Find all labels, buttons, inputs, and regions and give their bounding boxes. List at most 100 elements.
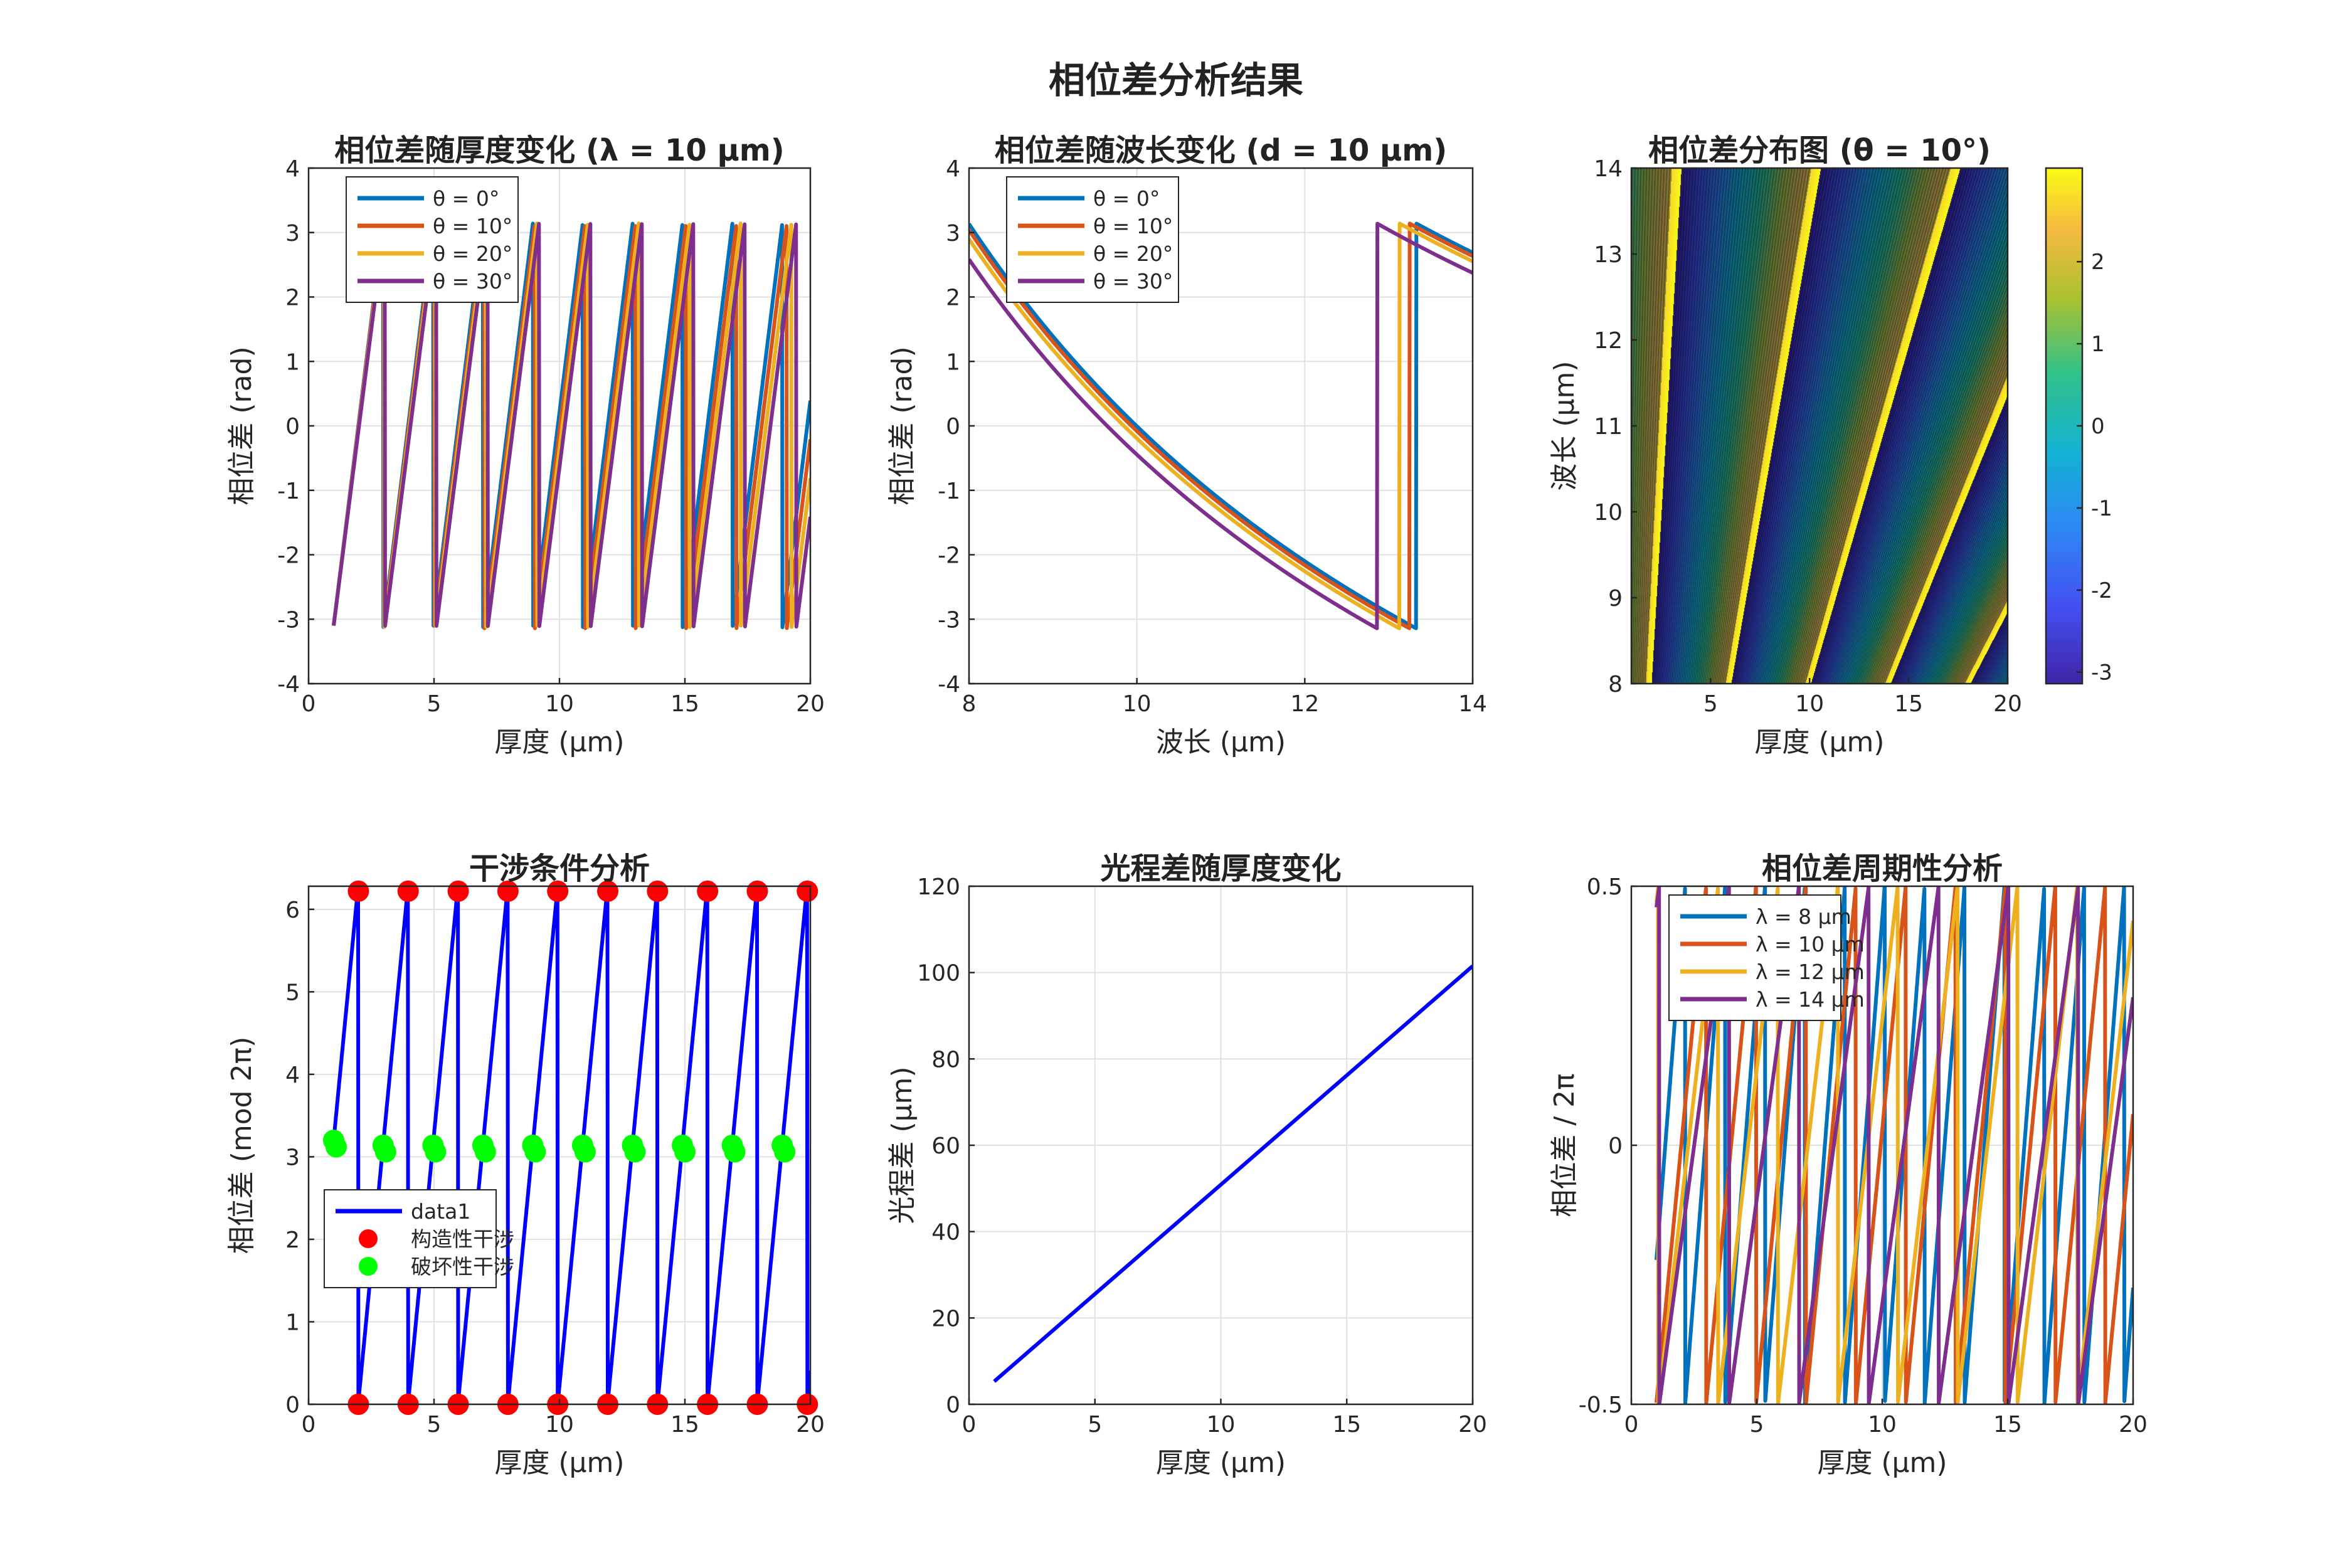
p1-xtick-label: 10: [545, 691, 574, 717]
p5-ytick-label: 40: [931, 1220, 960, 1246]
p3-xtick-label: 15: [1894, 691, 1923, 717]
p4-destructive: [323, 1130, 796, 1163]
p1-legend-label: θ = 20°: [433, 241, 512, 266]
p3-title: 相位差分布图 (θ = 10°): [1648, 133, 1991, 168]
p6-xtick-label: 20: [2119, 1412, 2148, 1438]
p2-legend: θ = 0° θ = 10° θ = 20° θ = 30°: [1006, 176, 1179, 303]
p4-xtick-label: 20: [796, 1412, 825, 1438]
p4-constructive-point: [746, 880, 768, 902]
p3-xtick-label: 5: [1703, 691, 1718, 717]
p2-xtick-label: 12: [1290, 691, 1319, 717]
p2-xtick-label: 14: [1458, 691, 1487, 717]
p2-series-line: [969, 221, 1473, 630]
p4-constructive-point: [397, 880, 419, 902]
p2-title: 相位差随波长变化 (d = 10 μm): [995, 133, 1447, 168]
p6-xtick-label: 10: [1868, 1412, 1897, 1438]
p4-ytick-label: 0: [285, 1392, 300, 1418]
p1-ylabel: 相位差 (rad): [226, 346, 258, 505]
p5-xtick-label: 5: [1088, 1412, 1102, 1438]
p4-destructive-point: [374, 1141, 396, 1163]
p3-colorbar: [2045, 167, 2084, 685]
p4-ylabel: 相位差 (mod 2π): [226, 1037, 258, 1254]
p3-colorbar-label: -3: [2091, 660, 2112, 686]
p4-legend-label: 破坏性干涉: [411, 1254, 514, 1279]
p1-ytick-label: -4: [277, 672, 300, 697]
p4-destructive-point: [326, 1136, 347, 1158]
p4-destructive-point: [624, 1141, 646, 1163]
p1-xlabel: 厚度 (μm): [494, 726, 624, 758]
p1-series: [332, 221, 810, 630]
p5-xlabel: 厚度 (μm): [1156, 1447, 1286, 1479]
p2-xtick-label: 10: [1123, 691, 1152, 717]
p6-legend-label: λ = 14 μm: [1756, 987, 1865, 1012]
p6-ytick-label: -0.5: [1579, 1392, 1623, 1418]
p1-legend: θ = 0° θ = 10° θ = 20° θ = 30°: [346, 176, 519, 303]
p2-legend-label: θ = 30°: [1093, 269, 1173, 294]
p4-constructive-point: [347, 880, 369, 902]
p1-title: 相位差随厚度变化 (λ = 10 μm): [334, 133, 784, 168]
p5-ylabel: 光程差 (μm): [886, 1066, 918, 1224]
p5-xtick-label: 10: [1207, 1412, 1236, 1438]
p1-legend-label: θ = 0°: [433, 186, 499, 211]
p1-ytick-label: -1: [277, 479, 300, 504]
p3-heatmap-canvas: [1631, 168, 2008, 684]
p6-ylabel: 相位差 / 2π: [1549, 1073, 1581, 1217]
p4-constructive-point: [447, 880, 469, 902]
p2-ytick-label: -1: [938, 479, 960, 504]
p2-series-line: [969, 221, 1473, 630]
p1-ytick-label: 2: [285, 285, 300, 311]
p6-xtick-label: 0: [1624, 1412, 1639, 1438]
p4-ytick-label: 4: [285, 1062, 300, 1088]
p1-decor: 0 5 10 15 20 -4 -3 -2 -1 0 1 2 3 4 相位差随厚度变化 (λ = 10 μm…: [226, 133, 825, 758]
p5-series: [993, 965, 1473, 1383]
p2-ytick-label: -2: [938, 543, 960, 569]
p4-constructive-point: [697, 880, 719, 902]
p2-series-line: [969, 221, 1473, 630]
p6-series: [1655, 886, 2133, 1404]
p3-colorbar-label: 1: [2091, 332, 2105, 357]
p6-xlabel: 厚度 (μm): [1817, 1447, 1947, 1479]
p4-legend-label: 构造性干涉: [411, 1227, 514, 1251]
figure-title: 相位差分析结果: [1049, 59, 1303, 102]
p1-xtick-label: 0: [302, 691, 316, 717]
p3-ytick-label: 11: [1594, 414, 1623, 440]
p4-destructive-point: [425, 1141, 447, 1163]
p1-xtick-label: 15: [670, 691, 699, 717]
p2-legend-label: θ = 10°: [1093, 214, 1173, 238]
p4-legend-marker: [359, 1257, 378, 1276]
p4-legend-label: data1: [411, 1199, 470, 1224]
p5-ytick-label: 20: [931, 1306, 960, 1332]
p1-ytick-label: -2: [277, 543, 300, 569]
p1-xtick-label: 5: [427, 691, 442, 717]
p4-destructive-point: [524, 1141, 546, 1163]
p4-xtick-label: 5: [427, 1412, 442, 1438]
p2-legend-label: θ = 20°: [1093, 241, 1173, 266]
p6-xtick-label: 15: [1993, 1412, 2022, 1438]
p5-ytick-label: 60: [931, 1133, 960, 1159]
p4-destructive-point: [724, 1141, 746, 1163]
p2-series: [969, 221, 1473, 630]
p4-ytick-label: 1: [285, 1310, 300, 1335]
p3-ytick-label: 13: [1594, 242, 1623, 268]
p4-destructive-point: [474, 1141, 496, 1163]
p2-series-line: [969, 221, 1473, 630]
p6-legend-label: λ = 12 μm: [1756, 960, 1865, 984]
p4-constructive-point: [647, 880, 669, 902]
p4-destructive-point: [774, 1141, 796, 1163]
p6-legend: λ = 8 μm λ = 10 μm λ = 12 μm λ = 14 μm: [1668, 894, 1865, 1021]
p5-title: 光程差随厚度变化: [1100, 851, 1341, 886]
p5-xtick-label: 0: [962, 1412, 977, 1438]
p4-ytick-label: 6: [285, 898, 300, 923]
p4-title: 干涉条件分析: [469, 851, 650, 886]
p5-ytick-label: 100: [917, 961, 960, 987]
p4-xtick-label: 0: [302, 1412, 316, 1438]
p4-ytick-label: 3: [285, 1145, 300, 1170]
p4-destructive-point: [574, 1141, 596, 1163]
p5-series-line: [993, 965, 1473, 1383]
p3-colorbar-label: -2: [2091, 578, 2112, 603]
